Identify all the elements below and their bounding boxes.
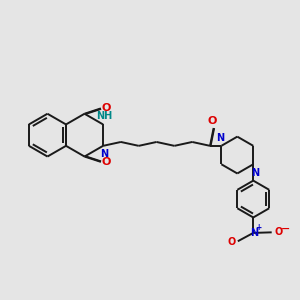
Text: N: N: [100, 149, 109, 159]
Text: O: O: [101, 103, 111, 113]
Text: NH: NH: [96, 111, 113, 121]
Text: O: O: [101, 158, 111, 167]
Text: O: O: [274, 227, 282, 237]
Text: N: N: [251, 168, 259, 178]
Text: O: O: [227, 237, 236, 247]
Text: −: −: [280, 224, 290, 234]
Text: +: +: [256, 223, 262, 232]
Text: O: O: [208, 116, 217, 127]
Text: N: N: [216, 133, 224, 142]
Text: N: N: [250, 228, 258, 238]
